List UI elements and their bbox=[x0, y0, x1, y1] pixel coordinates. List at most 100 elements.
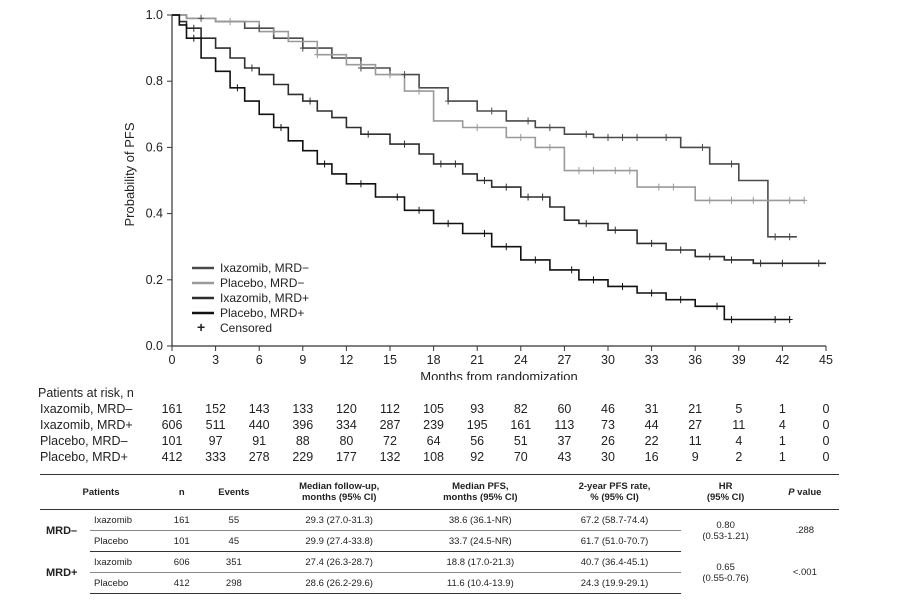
risk-row-label: Ixazomib, MRD– bbox=[40, 402, 133, 416]
risk-count: 1 bbox=[778, 402, 786, 416]
x-tick-label: 0 bbox=[169, 353, 176, 367]
table-row: MRD– Ixazomib 161 55 29.3 (27.0-31.3) 38… bbox=[40, 509, 839, 542]
cell-events: 351 bbox=[201, 551, 267, 573]
censor-mark bbox=[648, 289, 655, 297]
cell-median-pfs: 33.7 (24.5-NR) bbox=[412, 530, 549, 552]
hr-ci: (0.53-1.21) bbox=[702, 530, 749, 542]
table-row: Placebo 101 45 29.9 (27.4-33.8) 33.7 (24… bbox=[40, 530, 839, 552]
header-hr: HR (95% CI) bbox=[680, 474, 771, 510]
censor-mark bbox=[488, 107, 495, 115]
risk-count: 22 bbox=[644, 434, 659, 448]
summary-header-row: Patients n Events Median follow-up, month… bbox=[40, 474, 839, 510]
x-tick-label: 33 bbox=[645, 353, 659, 367]
risk-count: 113 bbox=[554, 418, 575, 432]
censor-mark bbox=[772, 233, 779, 241]
censor-mark bbox=[321, 160, 328, 168]
x-tick-label: 24 bbox=[514, 353, 528, 367]
x-tick-label: 42 bbox=[775, 353, 789, 367]
header-pfs-line1: Median PFS, bbox=[452, 481, 509, 492]
risk-count: 120 bbox=[335, 402, 357, 416]
censor-mark bbox=[190, 24, 197, 32]
risk-count: 1 bbox=[778, 450, 786, 464]
risk-count: 31 bbox=[644, 402, 659, 416]
header-median-pfs: Median PFS, months (95% CI) bbox=[412, 474, 549, 510]
header-p-rest: value bbox=[794, 486, 822, 498]
y-axis-label: Probability of PFS bbox=[122, 122, 137, 226]
risk-count: 152 bbox=[205, 402, 227, 416]
risk-count: 97 bbox=[208, 434, 223, 448]
x-tick-label: 30 bbox=[601, 353, 615, 367]
risk-count: 161 bbox=[161, 402, 183, 416]
hr-value: 0.80 bbox=[716, 519, 735, 531]
header-p-value: P value bbox=[770, 474, 839, 510]
header-hr-line2: (95% CI) bbox=[706, 492, 745, 503]
risk-count: 64 bbox=[426, 434, 441, 448]
x-tick-label: 45 bbox=[819, 353, 833, 367]
risk-count: 37 bbox=[557, 434, 572, 448]
censor-mark bbox=[619, 282, 626, 290]
censor-mark bbox=[786, 316, 793, 324]
risk-count: 92 bbox=[470, 450, 485, 464]
risk-count: 0 bbox=[822, 402, 830, 416]
cell-hr: 0.80 (0.53-1.21) bbox=[681, 510, 771, 552]
censor-mark bbox=[634, 133, 641, 141]
censor-mark bbox=[772, 316, 779, 324]
censor-mark bbox=[619, 133, 626, 141]
risk-count: 2 bbox=[735, 450, 743, 464]
censor-mark bbox=[445, 220, 452, 228]
x-tick-label: 21 bbox=[470, 353, 484, 367]
censor-mark bbox=[699, 143, 706, 151]
censor-mark bbox=[248, 64, 255, 72]
risk-count: 27 bbox=[688, 418, 703, 432]
censor-mark bbox=[481, 229, 488, 237]
risk-count: 0 bbox=[822, 450, 830, 464]
legend-label-1: Placebo, MRD− bbox=[220, 276, 304, 290]
censor-mark bbox=[648, 239, 655, 247]
censor-mark bbox=[815, 259, 822, 267]
y-tick-label: 0.8 bbox=[146, 74, 163, 88]
y-tick-label: 1.0 bbox=[146, 8, 163, 22]
cell-events: 55 bbox=[201, 509, 267, 531]
risk-count: 70 bbox=[513, 450, 528, 464]
censor-mark bbox=[590, 276, 597, 284]
censor-mark bbox=[401, 71, 408, 79]
censor-mark bbox=[757, 259, 764, 267]
cell-n: 101 bbox=[162, 530, 202, 552]
risk-count: 108 bbox=[423, 450, 445, 464]
censor-mark bbox=[401, 140, 408, 148]
censor-mark bbox=[663, 133, 670, 141]
risk-count: 511 bbox=[205, 418, 226, 432]
series-line-1 bbox=[172, 14, 805, 202]
risk-count: 88 bbox=[295, 434, 310, 448]
arm-label: Placebo bbox=[90, 572, 162, 594]
risk-count: 80 bbox=[339, 434, 354, 448]
cell-events: 45 bbox=[201, 530, 267, 552]
risk-row-label: Ixazomib, MRD+ bbox=[40, 418, 133, 432]
censor-mark bbox=[546, 124, 553, 132]
risk-count: 73 bbox=[601, 418, 615, 432]
arm-label: Ixazomib bbox=[90, 551, 162, 573]
cell-pfs-rate: 67.2 (58.7-74.4) bbox=[548, 509, 681, 531]
summary-table: Patients n Events Median follow-up, month… bbox=[40, 474, 839, 594]
legend-label-3: Placebo, MRD+ bbox=[220, 306, 304, 320]
hr-value: 0.65 bbox=[716, 561, 735, 573]
risk-count: 239 bbox=[423, 418, 445, 432]
cell-p-value: .288 bbox=[795, 525, 815, 537]
risk-count: 396 bbox=[292, 418, 314, 432]
cell-followup: 28.6 (26.2-29.6) bbox=[266, 572, 413, 594]
censor-mark bbox=[728, 256, 735, 264]
risk-count: 229 bbox=[292, 450, 314, 464]
censor-mark bbox=[786, 196, 793, 204]
risk-count: 161 bbox=[510, 418, 532, 432]
legend-label-4: Censored bbox=[220, 321, 272, 335]
x-tick-label: 27 bbox=[557, 353, 571, 367]
censor-mark bbox=[670, 183, 677, 191]
cell-n: 161 bbox=[162, 509, 202, 531]
censor-mark bbox=[481, 177, 488, 184]
risk-count: 9 bbox=[691, 450, 699, 464]
risk-row-label: Placebo, MRD– bbox=[40, 434, 128, 448]
header-rate-line2: % (95% CI) bbox=[590, 492, 639, 503]
legend-label-0: Ixazomib, MRD− bbox=[220, 261, 309, 275]
censor-mark bbox=[445, 97, 452, 105]
risk-count: 46 bbox=[601, 402, 615, 416]
